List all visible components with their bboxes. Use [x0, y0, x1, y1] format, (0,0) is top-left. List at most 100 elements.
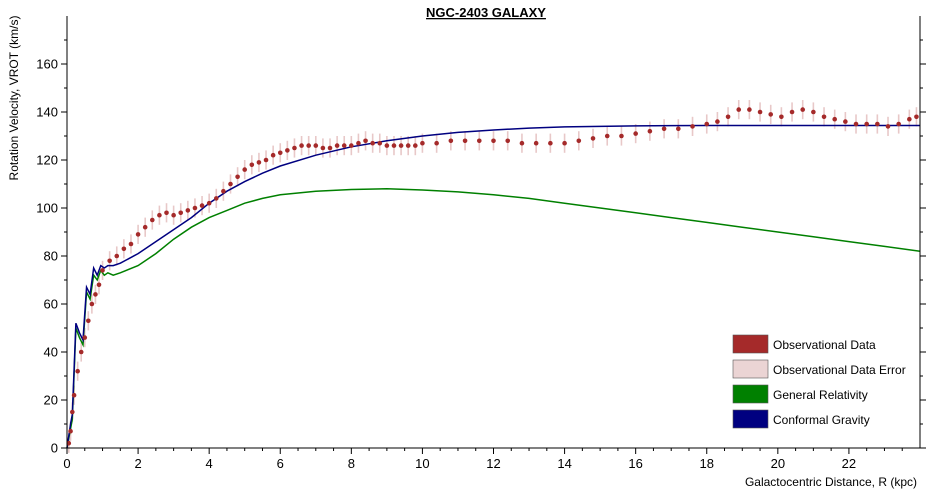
observational-point — [299, 143, 304, 148]
observational-point — [633, 131, 638, 136]
observational-point — [548, 140, 553, 146]
observational-point — [676, 126, 681, 132]
observational-point — [843, 119, 848, 124]
legend-swatch — [732, 384, 769, 404]
observational-point — [78, 349, 84, 355]
observational-point — [377, 140, 383, 146]
observational-point — [533, 140, 539, 146]
observational-point — [121, 246, 127, 252]
observational-point — [341, 143, 347, 148]
observational-point — [736, 107, 742, 112]
observational-point — [434, 140, 439, 146]
observational-point — [875, 121, 880, 127]
observational-point — [363, 138, 368, 144]
observational-point — [914, 114, 919, 120]
observational-point — [704, 121, 710, 127]
observational-point — [491, 138, 496, 144]
x-tick-label: 10 — [415, 456, 429, 471]
observational-point — [519, 140, 525, 146]
observational-point — [96, 282, 102, 288]
x-tick-label: 16 — [628, 456, 642, 471]
observational-point — [356, 140, 361, 146]
observational-point — [157, 212, 162, 218]
observational-point — [789, 109, 795, 115]
observational-point — [263, 157, 269, 163]
y-tick-label: 60 — [44, 297, 58, 312]
observational-point — [576, 138, 582, 144]
conformal-gravity-series — [66, 124, 920, 449]
observational-point — [285, 148, 290, 153]
observational-point — [320, 145, 326, 151]
observational-point — [71, 392, 77, 398]
observational-point — [93, 292, 98, 297]
x-axis-ticks: 0 2 4 6 8 10 12 14 16 18 20 22 — [63, 448, 903, 471]
observational-point — [391, 143, 397, 148]
legend-label: General Relativity — [773, 388, 868, 402]
observational-point — [327, 145, 333, 151]
observational-point — [199, 203, 205, 208]
observational-point — [476, 138, 482, 144]
observational-point — [562, 140, 567, 146]
x-tick-label: 12 — [486, 456, 500, 471]
legend-swatch — [732, 334, 769, 354]
observational-point — [725, 114, 731, 120]
x-tick-label: 14 — [557, 456, 571, 471]
y-tick-label: 100 — [36, 201, 58, 216]
legend-label: Conformal Gravity — [773, 413, 870, 427]
observational-point — [800, 107, 806, 112]
x-tick-label: 18 — [700, 456, 714, 471]
observational-point — [270, 152, 276, 158]
observational-point — [70, 409, 75, 415]
observational-point — [405, 143, 411, 148]
observational-point — [107, 258, 112, 264]
legend-swatch — [732, 409, 769, 429]
observational-point — [462, 138, 468, 144]
x-tick-label: 2 — [134, 456, 141, 471]
legend-swatch — [732, 359, 769, 379]
observational-point — [164, 210, 169, 216]
observational-point — [398, 143, 404, 148]
observational-point — [420, 140, 425, 146]
observational-point — [715, 119, 720, 124]
observational-point — [135, 232, 141, 237]
observational-point — [249, 162, 255, 168]
observational-point — [82, 335, 88, 340]
observational-point — [864, 121, 869, 127]
observational-point — [413, 143, 418, 148]
observational-data-series — [66, 107, 919, 446]
observational-point — [150, 217, 155, 223]
x-tick-label: 4 — [206, 456, 213, 471]
y-tick-label: 40 — [44, 345, 58, 360]
observational-point — [690, 124, 695, 129]
legend-label: Observational Data Error — [773, 363, 906, 377]
observational-point — [853, 121, 859, 127]
y-tick-label: 0 — [51, 441, 58, 456]
observational-point — [349, 143, 354, 148]
observational-point — [370, 140, 375, 146]
y-tick-label: 160 — [36, 57, 58, 72]
observational-point — [142, 224, 148, 230]
x-tick-label: 20 — [771, 456, 785, 471]
observational-point — [192, 205, 198, 211]
observational-point — [384, 143, 390, 148]
observational-point — [89, 301, 95, 307]
observational-point — [277, 150, 283, 156]
observational-point — [334, 143, 340, 148]
observational-point — [171, 212, 176, 218]
legend: Observational Data Observational Data Err… — [732, 334, 906, 429]
observational-point — [185, 208, 191, 213]
observational-point — [242, 167, 248, 172]
y-axis-label: Rotation Velocity, VROT (km/s) — [7, 16, 21, 181]
observational-point — [661, 126, 667, 132]
x-tick-label: 0 — [63, 456, 70, 471]
observational-point — [114, 253, 120, 259]
observational-point — [313, 143, 319, 148]
observational-point — [100, 268, 105, 273]
x-tick-label: 22 — [842, 456, 856, 471]
observational-point — [647, 128, 653, 134]
y-tick-label: 80 — [44, 249, 58, 264]
observational-point — [66, 440, 72, 446]
observational-point — [448, 138, 454, 144]
observational-point — [68, 428, 73, 434]
